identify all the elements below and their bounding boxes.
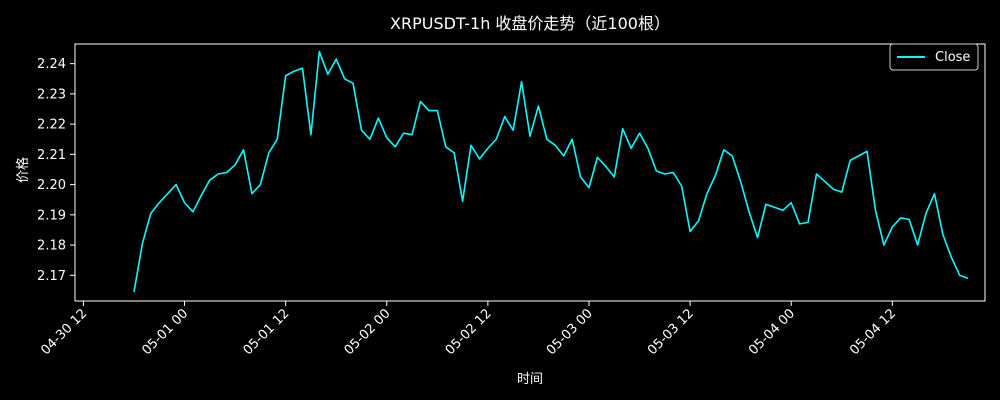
y-tick-label: 2.19 <box>37 208 66 223</box>
y-tick-label: 2.18 <box>37 239 66 254</box>
x-axis-label: 时间 <box>517 372 543 387</box>
plot-frame <box>74 43 986 302</box>
series-line-close <box>133 50 969 293</box>
y-tick-label: 2.22 <box>37 118 66 133</box>
y-tick-label: 2.17 <box>37 269 66 284</box>
y-tick-label: 2.21 <box>37 148 66 163</box>
y-tick-label: 2.23 <box>37 87 66 102</box>
legend: Close <box>889 43 979 71</box>
y-tick-label: 2.24 <box>37 57 66 72</box>
series-layer <box>133 50 969 293</box>
legend-box <box>889 43 979 71</box>
plot-area <box>74 43 986 302</box>
y-axis: 2.17 2.18 2.19 2.20 2.21 2.22 2.23 2.24 <box>37 57 75 284</box>
legend-label: Close <box>935 50 970 65</box>
y-axis-label: 价格 <box>15 157 31 183</box>
y-tick-label: 2.20 <box>37 178 66 193</box>
chart-title: XRPUSDT-1h 收盘价走势（近100根） <box>390 14 670 33</box>
